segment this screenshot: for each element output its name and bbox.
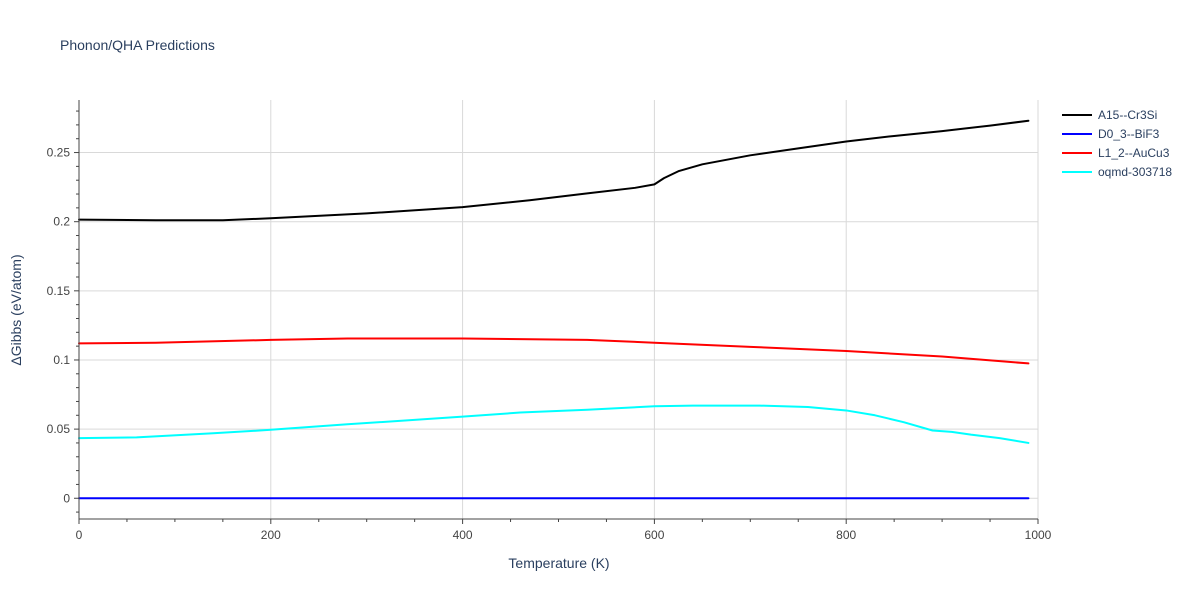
x-tick-label: 0 — [76, 528, 83, 542]
x-tick-label: 600 — [644, 528, 664, 542]
legend-item[interactable]: oqmd-303718 — [1062, 165, 1172, 179]
legend-item[interactable]: A15--Cr3Si — [1062, 108, 1157, 122]
series-line-A15--Cr3Si[interactable] — [78, 119, 1030, 222]
legend-item[interactable]: L1_2--AuCu3 — [1062, 146, 1170, 160]
y-axis-title: ΔGibbs (eV/atom) — [8, 254, 24, 365]
legend-label: D0_3--BiF3 — [1098, 127, 1160, 141]
legend-label: A15--Cr3Si — [1098, 108, 1157, 122]
y-tick-label: 0.1 — [53, 353, 70, 367]
legend[interactable]: A15--Cr3Si D0_3--BiF3 L1_2--AuCu3 oqmd-3037… — [1062, 108, 1172, 179]
y-tick-label: 0.2 — [53, 215, 70, 229]
series-layer — [78, 119, 1030, 500]
x-tick-label: 200 — [261, 528, 281, 542]
x-tick-label: 400 — [453, 528, 473, 542]
x-tick-label: 800 — [836, 528, 856, 542]
legend-item[interactable]: D0_3--BiF3 — [1062, 127, 1160, 141]
legend-label: L1_2--AuCu3 — [1098, 146, 1170, 160]
legend-label: oqmd-303718 — [1098, 165, 1172, 179]
x-axis-title: Temperature (K) — [508, 555, 609, 571]
y-tick-label: 0.25 — [47, 146, 71, 160]
axes: 0 200 400 600 800 1000 0 0.05 0.1 0.15 0.2 0.25 — [47, 100, 1052, 542]
y-tick-label: 0 — [63, 491, 70, 505]
series-line-oqmd-303718[interactable] — [78, 404, 1030, 444]
chart-title: Phonon/QHA Predictions — [60, 37, 215, 53]
series-line-L1_2--AuCu3[interactable] — [78, 337, 1030, 365]
x-tick-label: 1000 — [1025, 528, 1052, 542]
y-tick-label: 0.05 — [47, 422, 71, 436]
grid — [79, 100, 1039, 519]
y-tick-label: 0.15 — [47, 284, 71, 298]
